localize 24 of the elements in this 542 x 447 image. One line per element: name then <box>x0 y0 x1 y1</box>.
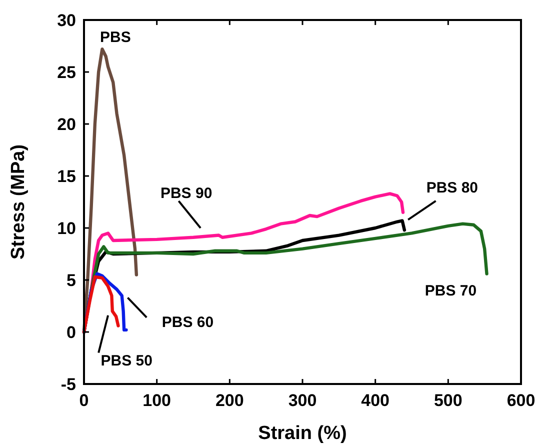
x-tick-label: 500 <box>434 391 462 410</box>
x-tick-label: 300 <box>288 391 317 410</box>
y-tick-label: 0 <box>66 322 76 342</box>
series-label: PBS 50 <box>100 352 152 370</box>
y-tick-label: 30 <box>57 10 76 30</box>
line-series <box>82 275 120 334</box>
series-label: PBS 70 <box>424 282 477 300</box>
text: PBS 60 <box>162 314 214 331</box>
y-tick-label: 25 <box>57 62 76 82</box>
y-tick-label: 10 <box>57 218 76 238</box>
series-label: PBS <box>100 28 131 46</box>
y-tick-label: 20 <box>57 114 76 134</box>
x-tick-label: 100 <box>142 391 172 410</box>
text: PBS 90 <box>160 184 212 202</box>
x-axis-title: Strain (%) <box>258 423 347 444</box>
x-tick-label: 600 <box>506 391 536 410</box>
text: PBS 80 <box>426 180 478 197</box>
y-axis-title: Stress (MPa) <box>8 144 29 260</box>
y-tick-label: 15 <box>57 166 76 186</box>
x-tick-label: 400 <box>361 391 390 410</box>
y-tick-label: 5 <box>66 270 76 290</box>
x-tick-label: 0 <box>79 391 89 410</box>
y-tick-label: -5 <box>60 374 76 394</box>
x-tick-label: 200 <box>215 391 244 410</box>
